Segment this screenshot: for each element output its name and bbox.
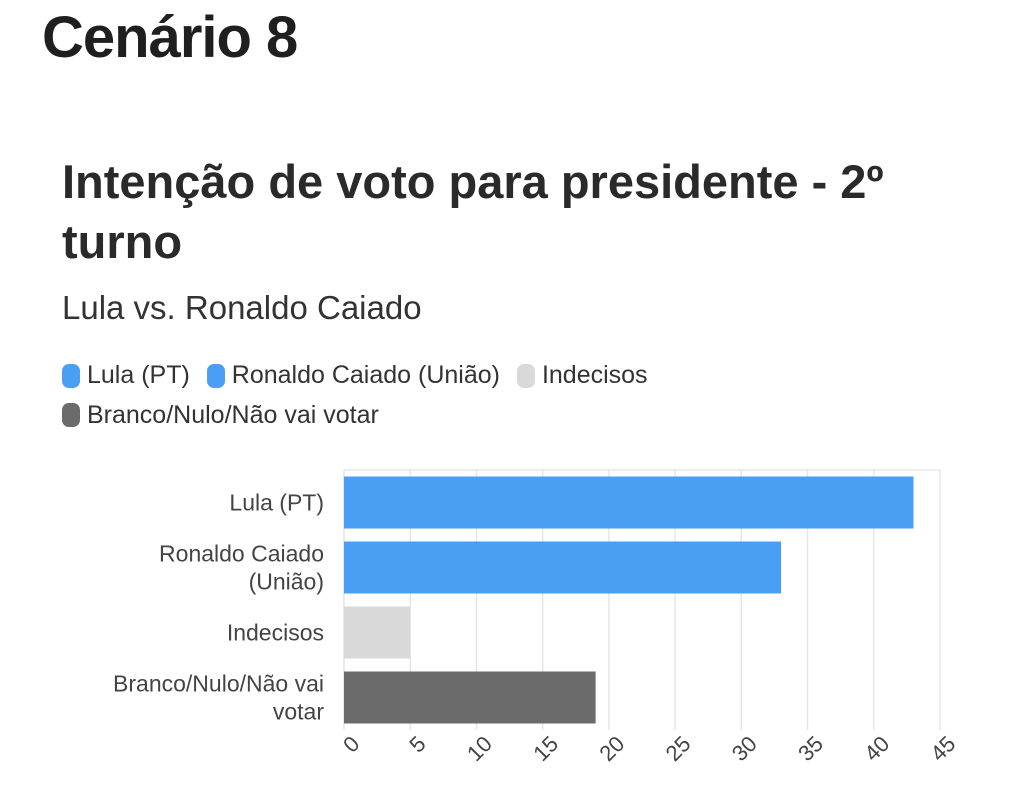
x-tick-label-8: 40 (859, 731, 894, 766)
x-tick-label-4: 20 (594, 731, 629, 766)
legend-item-lula[interactable]: Lula (PT) (62, 358, 190, 393)
x-tick-label-2: 10 (462, 731, 497, 766)
bar-1 (344, 541, 782, 594)
scenario-title: Cenário 8 (42, 5, 298, 70)
x-tick-label-5: 25 (661, 731, 696, 766)
category-label-3-line-0: Branco/Nulo/Não vai (113, 671, 324, 697)
x-tick-label-3: 15 (528, 731, 563, 766)
chart-title: Intenção de voto para presidente - 2º tu… (62, 155, 884, 268)
legend-label-indecisos: Indecisos (541, 361, 648, 389)
legend-item-indecisos[interactable]: Indecisos (516, 358, 648, 393)
chart-subtitle: Lula vs. Ronaldo Caiado (62, 289, 422, 326)
legend-swatch-lula (62, 363, 80, 388)
category-label-2: Indecisos (227, 620, 324, 646)
legend-item-caiado[interactable]: Ronaldo Caiado (União) (206, 358, 500, 393)
x-tick-label-7: 35 (793, 731, 828, 766)
category-label-1-line-1: (União) (249, 569, 324, 595)
x-tick-label-1: 5 (404, 731, 430, 757)
category-label-1-line-0: Ronaldo Caiado (159, 541, 324, 567)
legend-item-branco-nulo[interactable]: Branco/Nulo/Não vai votar (62, 398, 379, 433)
bar-3 (344, 671, 596, 724)
bar-0 (344, 476, 914, 529)
legend-swatch-indecisos (516, 363, 535, 388)
x-tick-label-6: 30 (727, 731, 762, 766)
bar-2 (344, 606, 411, 659)
chart-legend: Lula (PT) Ronaldo Caiado (União) Indecis… (62, 358, 782, 437)
x-tick-label-0: 0 (338, 731, 364, 757)
x-tick-label-9: 45 (926, 731, 961, 766)
category-label-3-line-1: votar (273, 699, 324, 725)
legend-swatch-branco-nulo (62, 403, 80, 427)
legend-label-lula: Lula (PT) (87, 361, 190, 389)
legend-label-caiado: Ronaldo Caiado (União) (231, 361, 500, 389)
category-label-0: Lula (PT) (229, 490, 324, 516)
legend-swatch-caiado (206, 363, 225, 388)
legend-label-branco-nulo: Branco/Nulo/Não vai votar (87, 400, 379, 429)
